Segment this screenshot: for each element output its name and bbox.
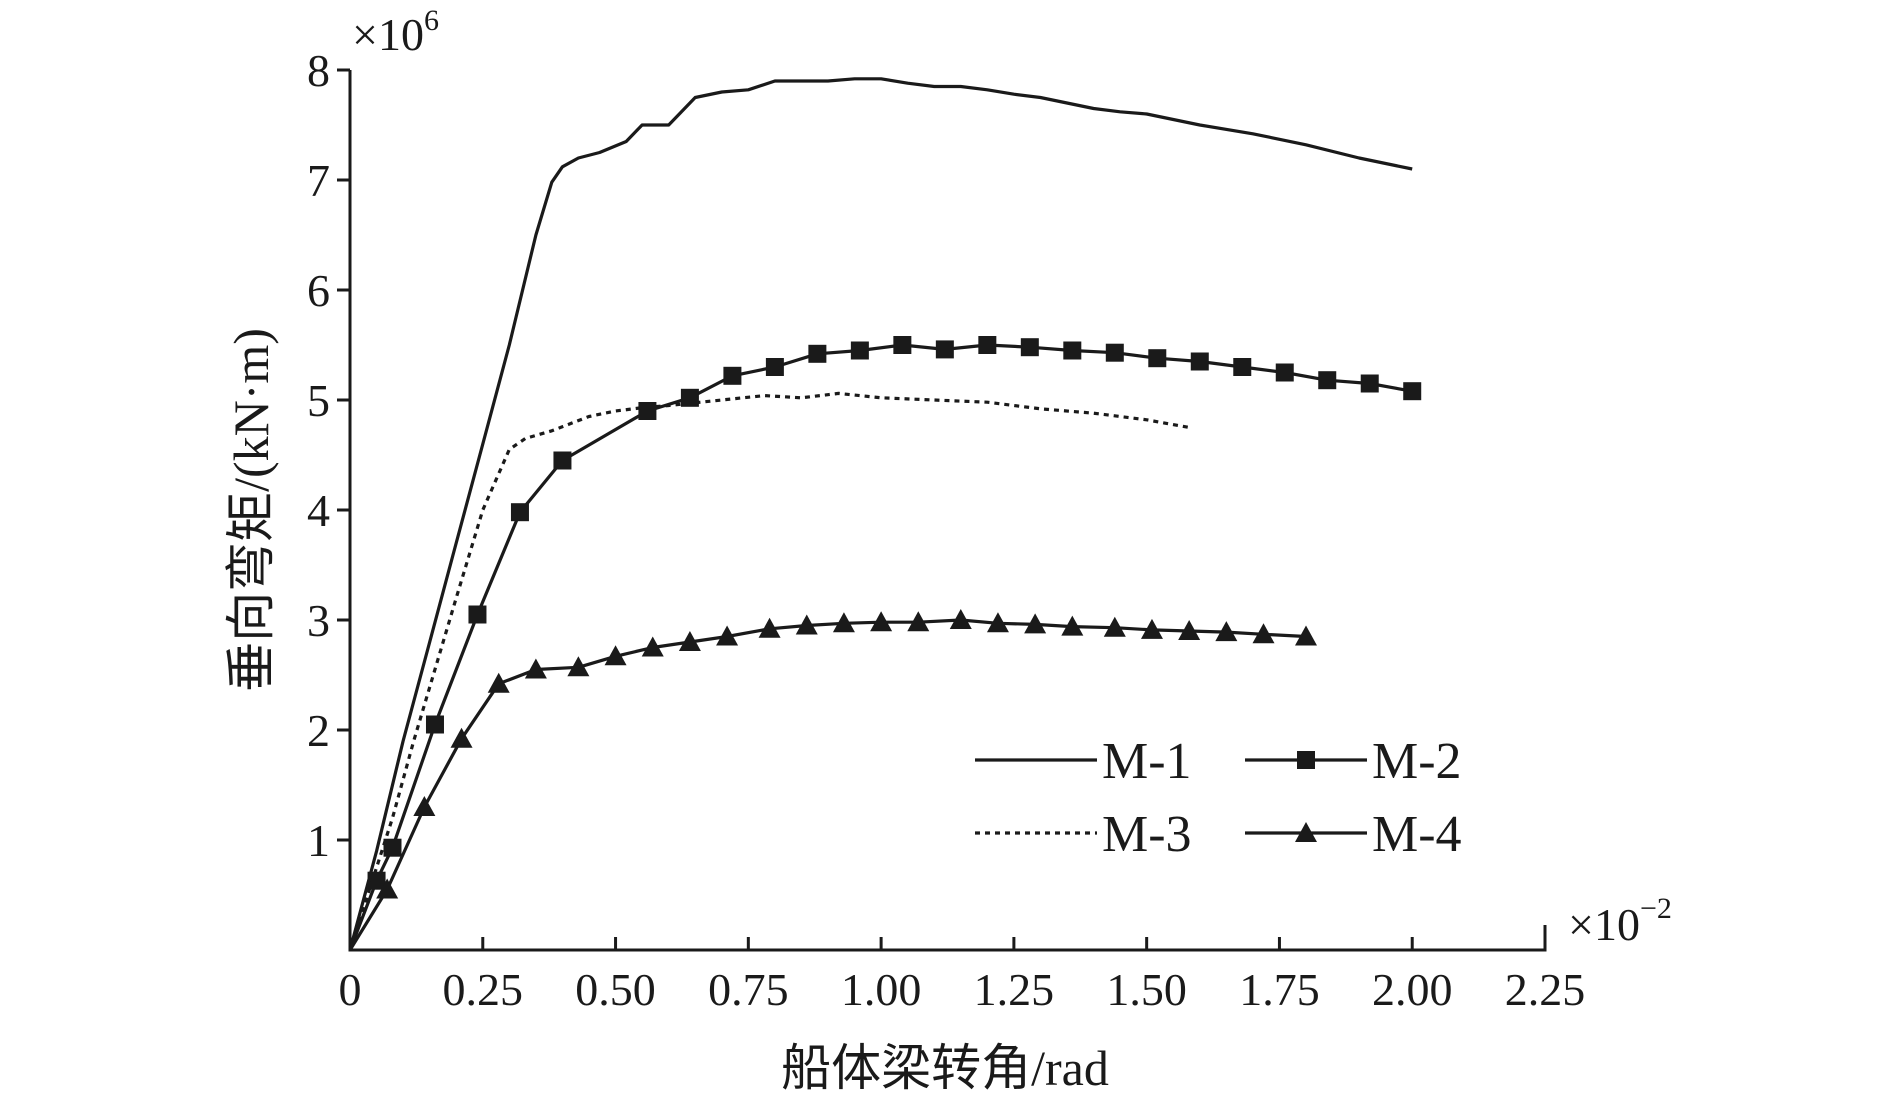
y-tick-label: 3 [307,595,330,646]
data-point-m-4 [986,612,1009,633]
series-m-2 [348,336,1422,951]
data-point-m-4 [1061,615,1084,636]
x-tick-label: 2.00 [1372,964,1453,1015]
ticks: 0 0.25 0.50 0.75 1.00 1.25 1.50 1.75 2.00 2.25 1 2 3… [307,45,1585,1015]
data-point-m-2 [383,838,402,857]
data-point-m-4 [413,796,436,816]
legend-item-m-2: M-2 [1245,733,1462,790]
x-axis-title: 船体梁转角/rad [781,1040,1109,1096]
series-line-m-3 [348,391,1190,951]
y-tick-label: 4 [307,485,330,536]
data-point-m-2 [468,605,487,624]
data-point-m-2 [1148,349,1167,368]
data-point-m-2 [978,336,997,354]
data-point-m-4 [1295,625,1317,646]
data-point-m-4 [907,611,930,632]
data-point-m-4 [870,611,893,632]
data-point-m-4 [567,656,590,677]
legend-marker-m-2 [1297,751,1315,769]
y-tick-label: 6 [307,265,330,316]
y-tick-label: 2 [307,705,330,756]
x-tick-label: 1.50 [1106,964,1187,1015]
legend-label-m-4: M-4 [1372,806,1462,863]
data-point-m-2 [553,451,572,470]
data-point-m-2 [1020,338,1039,357]
data-point-m-4 [716,625,739,646]
data-point-m-2 [1360,374,1379,393]
x-tick-label: 1.25 [974,964,1055,1015]
data-point-m-2 [367,871,386,890]
series-m-4 [348,609,1317,951]
y-multiplier: ×106 [352,4,439,60]
data-point-m-4 [1178,620,1201,640]
data-point-m-4 [1103,616,1126,637]
data-point-m-4 [487,672,510,693]
data-point-m-2 [1403,382,1422,401]
y-multiplier-exponent: 6 [424,4,439,37]
data-point-m-2 [935,340,954,359]
data-point-m-2 [1318,371,1337,390]
data-point-m-4 [1215,621,1238,642]
data-point-m-4 [524,658,547,679]
data-point-m-2 [850,341,869,360]
data-point-m-4 [641,636,664,657]
x-multiplier: ×10−2 [1568,892,1672,950]
x-tick-label: 1.00 [841,964,922,1015]
legend-item-m-4: M-4 [1245,806,1462,863]
data-point-m-2 [1105,343,1124,362]
y-tick-label: 1 [307,815,330,866]
data-point-m-2 [808,344,827,363]
series-m-1 [348,77,1413,951]
data-point-m-4 [949,609,972,629]
axes: 0 0.25 0.50 0.75 1.00 1.25 1.50 1.75 2.00 2.25 1 2 3… [307,45,1585,1015]
legend-marker-m-4 [1295,822,1317,842]
x-tick-label: 2.25 [1505,964,1586,1015]
x-tick-label: 0.50 [575,964,656,1015]
legend: M-1 M-2 M-3 M-4 [975,733,1462,863]
legend-label-m-3: M-3 [1102,806,1192,863]
series-line-m-1 [348,77,1413,951]
x-multiplier-exponent: −2 [1640,892,1672,925]
legend-item-m-3: M-3 [975,806,1192,863]
data-point-m-2 [1190,352,1209,371]
x-multiplier-base: ×10 [1568,899,1640,950]
data-point-m-4 [678,631,701,651]
legend-label-m-1: M-1 [1102,733,1192,790]
data-point-m-2 [1233,358,1252,376]
series-line-m-4 [348,618,1307,951]
x-tick-label: 0.75 [708,964,789,1015]
data-point-m-2 [765,358,784,376]
data-point-m-2 [1275,363,1294,382]
y-tick-label: 7 [307,155,330,206]
plot-area [348,77,1422,951]
data-point-m-2 [638,402,657,420]
data-point-m-4 [376,878,399,899]
y-tick-label: 8 [307,45,330,96]
data-point-m-2 [723,366,742,385]
y-multiplier-base: ×10 [352,9,424,60]
x-tick-label: 0.25 [443,964,524,1015]
legend-label-m-2: M-2 [1372,733,1462,790]
data-point-m-2 [425,715,444,734]
x-tick-label: 0 [339,964,362,1015]
data-point-m-2 [893,336,912,354]
data-point-m-4 [795,614,818,635]
data-point-m-4 [1252,623,1275,644]
axis-frame [348,70,1547,952]
y-tick-label: 5 [307,375,330,426]
data-point-m-4 [758,617,781,638]
data-point-m-2 [1063,341,1082,360]
data-point-m-4 [450,727,473,748]
data-point-m-4 [1024,613,1047,634]
data-point-m-4 [1140,618,1163,639]
data-point-m-2 [510,503,529,522]
y-axis-title: 垂向弯矩/(kN·m) [223,328,279,692]
series-m-3 [348,391,1190,951]
data-point-m-4 [832,612,855,633]
legend-item-m-1: M-1 [975,733,1192,790]
data-point-m-4 [604,645,627,666]
x-tick-label: 1.75 [1239,964,1320,1015]
series-line-m-2 [348,343,1413,951]
